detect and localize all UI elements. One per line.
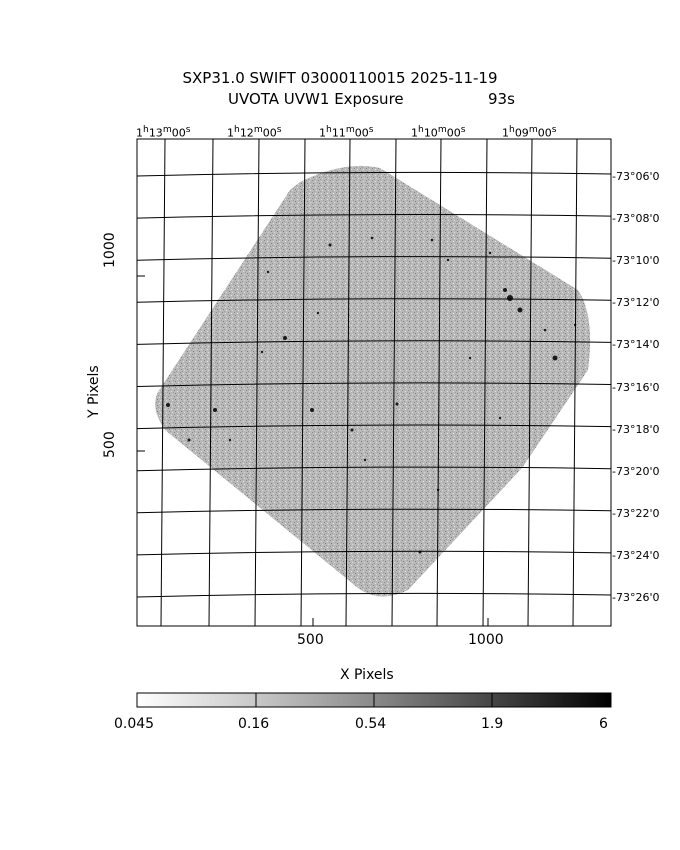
- plot-subtitle-exposure: 93s: [488, 90, 515, 108]
- source-points: [166, 236, 577, 554]
- y-tick-1000: 1000: [102, 232, 118, 268]
- x-axis-label: X Pixels: [340, 667, 394, 683]
- dec-grid-line: [137, 550, 611, 556]
- source-point: [430, 238, 434, 242]
- source-point: [213, 408, 217, 412]
- dec-tick-4: -73°12'0: [612, 296, 660, 310]
- source-point: [395, 402, 399, 406]
- ra-grid-line: [254, 139, 260, 626]
- ra-grid-line: [436, 139, 442, 626]
- source-point: [468, 356, 472, 360]
- colorbar-ticks: [255, 693, 493, 707]
- pixel-axis-ticks: [137, 275, 489, 626]
- source-point: [187, 438, 191, 442]
- source-point: [316, 311, 320, 315]
- dec-grid-line: [137, 256, 611, 261]
- dec-tick-1: -73°06'0: [612, 170, 660, 183]
- source-point: [260, 350, 264, 354]
- plot-subtitle-filter: UVOTA UVW1 Exposure: [228, 90, 404, 108]
- ra-tick-5: 1h09m00s: [502, 124, 557, 140]
- plot-title: SXP31.0 SWIFT 03000110015 2025-11-19: [182, 69, 498, 87]
- source-point: [228, 438, 232, 442]
- dec-grid-line: [137, 214, 611, 219]
- dec-tick-8: -73°20'0: [612, 464, 660, 478]
- ra-grid-line: [345, 139, 351, 626]
- colorbar-label-4: 1.9: [481, 716, 504, 732]
- source-point: [363, 458, 367, 462]
- colorbar-label-1: 0.045: [114, 716, 155, 732]
- colorbar-label-2: 0.16: [238, 716, 270, 732]
- ra-grid-line: [482, 139, 488, 626]
- dec-grid-line: [137, 592, 611, 598]
- source-point: [446, 258, 450, 262]
- ra-grid-line: [300, 139, 306, 626]
- colorbar-label-3: 0.54: [355, 716, 387, 732]
- plot-frame: [136, 138, 612, 627]
- source-point: [517, 307, 523, 313]
- ra-grid-line: [160, 139, 166, 626]
- ra-tick-4: 1h10m00s: [411, 124, 466, 140]
- ra-grid-line: [208, 139, 214, 626]
- source-point: [266, 270, 270, 274]
- source-point: [552, 355, 558, 361]
- dec-grid-line: [137, 340, 611, 345]
- dec-tick-3: -73°10'0: [612, 254, 660, 268]
- dec-grid-line: [137, 382, 611, 387]
- y-axis-label: Y Pixels: [86, 365, 102, 418]
- dec-tick-5: -73°14'0: [612, 338, 660, 352]
- ra-grid-line: [572, 139, 578, 626]
- source-point: [543, 328, 547, 332]
- source-point: [503, 288, 507, 292]
- x-tick-1000: 1000: [468, 632, 504, 648]
- dec-grid-line: [137, 508, 611, 514]
- source-point: [310, 408, 314, 412]
- ra-tick-3: 1h11m00s: [319, 124, 374, 140]
- exposure-footprint: [155, 165, 591, 597]
- source-point: [507, 295, 513, 301]
- colorbar-label-5: 6: [599, 716, 608, 732]
- dec-tick-2: -73°08'0: [612, 212, 660, 226]
- coordinate-grid: [137, 139, 611, 626]
- dec-tick-7: -73°18'0: [612, 422, 660, 436]
- y-tick-500: 500: [102, 431, 118, 458]
- source-point: [498, 416, 502, 420]
- dec-grid-line: [137, 424, 611, 430]
- dec-tick-11: -73°26'0: [612, 591, 660, 604]
- dec-grid-line: [137, 298, 611, 303]
- source-point: [328, 243, 332, 247]
- dec-tick-9: -73°22'0: [612, 506, 660, 520]
- ra-tick-2: 1h12m00s: [227, 124, 282, 140]
- source-point: [370, 236, 374, 240]
- source-point: [488, 251, 492, 255]
- dec-tick-6: -73°16'0: [612, 380, 660, 394]
- dec-tick-10: -73°24'0: [612, 548, 660, 562]
- ra-grid-line: [527, 139, 533, 626]
- source-point: [283, 336, 287, 340]
- dec-grid-line: [137, 466, 611, 472]
- source-point: [350, 428, 354, 432]
- dec-grid-line: [137, 171, 611, 177]
- x-tick-500: 500: [297, 632, 324, 648]
- source-point: [166, 403, 170, 407]
- ra-grid-line: [391, 139, 397, 626]
- ra-tick-1: 1h13m00s: [136, 124, 191, 140]
